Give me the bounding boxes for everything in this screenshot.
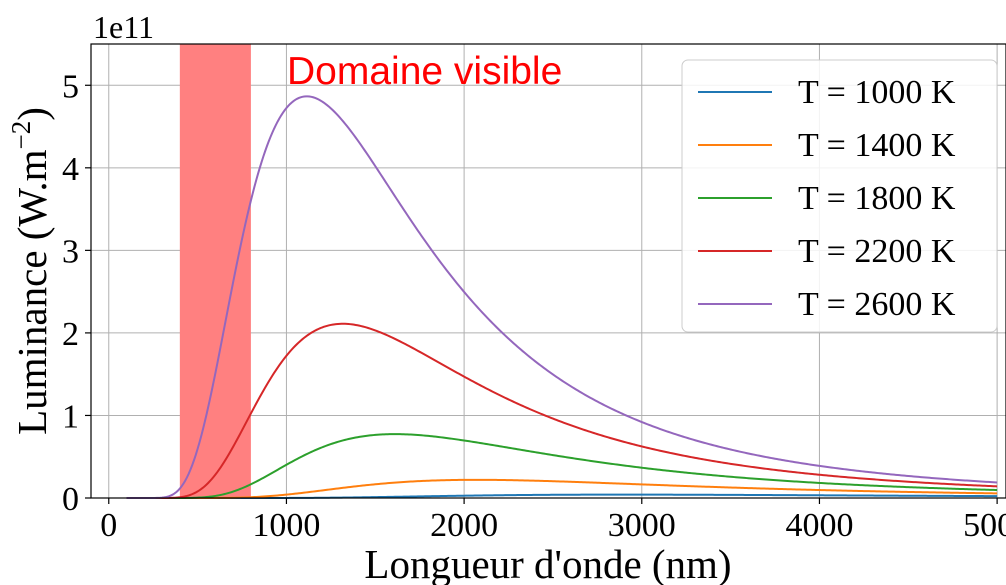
y-tick-label: 1	[62, 398, 79, 435]
y-axis-title-sup: −2	[6, 121, 36, 150]
y-tick-label: 4	[62, 151, 79, 188]
x-tick-label: 0	[100, 507, 117, 544]
y-tick-label: 5	[62, 68, 79, 105]
y-tick-label: 2	[62, 316, 79, 353]
legend-label: T = 2200 K	[798, 233, 956, 270]
legend-label: T = 1800 K	[798, 180, 956, 217]
legend-label: T = 1400 K	[798, 127, 956, 164]
x-tick-label: 4000	[785, 507, 853, 544]
axes-frame	[90, 43, 1006, 499]
visible-domain-label: Domaine visible	[287, 50, 562, 93]
y-axis-title-text: Luminance (W.m−2)	[6, 107, 55, 435]
y-tick-label: 0	[62, 481, 79, 518]
legend-label: T = 2600 K	[798, 286, 956, 323]
legend-label: T = 1000 K	[798, 74, 956, 111]
x-axis-title: Longueur d'onde (nm)	[364, 541, 731, 585]
legend-box	[681, 59, 998, 333]
visible-domain-band	[179, 44, 251, 498]
series-line	[126, 478, 998, 499]
y-offset-label: 1e11	[93, 9, 154, 45]
series-line	[126, 95, 998, 499]
series-line	[126, 433, 998, 499]
series-lines	[126, 95, 998, 499]
x-tick-label: 2000	[430, 507, 498, 544]
x-tick-label: 3000	[608, 507, 676, 544]
legend: T = 1000 K T = 1400 K T = 1800 K T = 2200 K…	[681, 59, 998, 333]
x-tick-label: 1000	[252, 507, 320, 544]
y-tick-label: 3	[62, 233, 79, 270]
y-axis-title: Luminance (W.m−2)	[6, 107, 55, 435]
series-line	[126, 322, 998, 499]
y-axis-title-main: Luminance (W.m	[9, 149, 55, 435]
y-axis-title-close: )	[9, 107, 55, 121]
